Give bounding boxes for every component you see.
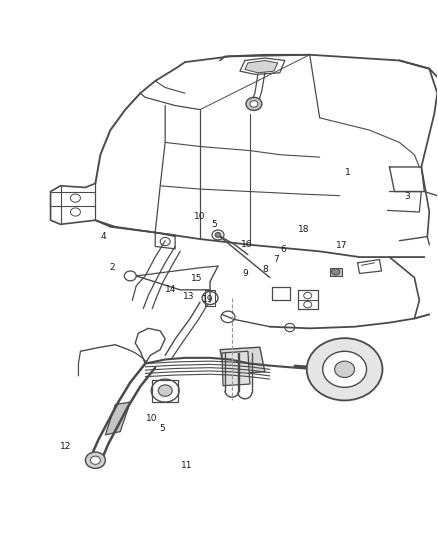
Polygon shape (222, 351, 250, 386)
Polygon shape (245, 60, 278, 73)
Text: 10: 10 (145, 414, 157, 423)
Text: 12: 12 (60, 442, 71, 451)
Text: 2: 2 (109, 263, 115, 272)
Ellipse shape (335, 361, 355, 377)
Ellipse shape (215, 232, 221, 237)
Ellipse shape (307, 338, 382, 400)
Text: 13: 13 (183, 292, 194, 301)
Ellipse shape (332, 269, 339, 275)
Text: 17: 17 (336, 241, 348, 251)
Text: 18: 18 (298, 225, 310, 235)
Text: 3: 3 (404, 192, 410, 201)
Ellipse shape (323, 351, 367, 387)
Text: 15: 15 (191, 274, 203, 283)
Text: 10: 10 (194, 212, 205, 221)
Text: 16: 16 (241, 240, 252, 249)
Polygon shape (220, 347, 265, 374)
Text: 9: 9 (242, 269, 248, 278)
Text: 14: 14 (165, 285, 177, 294)
Ellipse shape (90, 456, 100, 464)
Text: 11: 11 (180, 461, 192, 470)
Polygon shape (106, 402, 130, 435)
Text: 4: 4 (100, 232, 106, 241)
Text: 8: 8 (262, 265, 268, 274)
Text: 5: 5 (159, 424, 165, 433)
Text: 7: 7 (273, 255, 279, 264)
Ellipse shape (250, 101, 258, 107)
Ellipse shape (158, 385, 172, 397)
Polygon shape (330, 268, 342, 276)
Text: 5: 5 (212, 220, 218, 229)
Text: 6: 6 (280, 245, 286, 254)
Text: 1: 1 (345, 168, 351, 177)
Text: 19: 19 (202, 295, 214, 304)
Ellipse shape (246, 98, 262, 110)
Ellipse shape (85, 452, 106, 469)
